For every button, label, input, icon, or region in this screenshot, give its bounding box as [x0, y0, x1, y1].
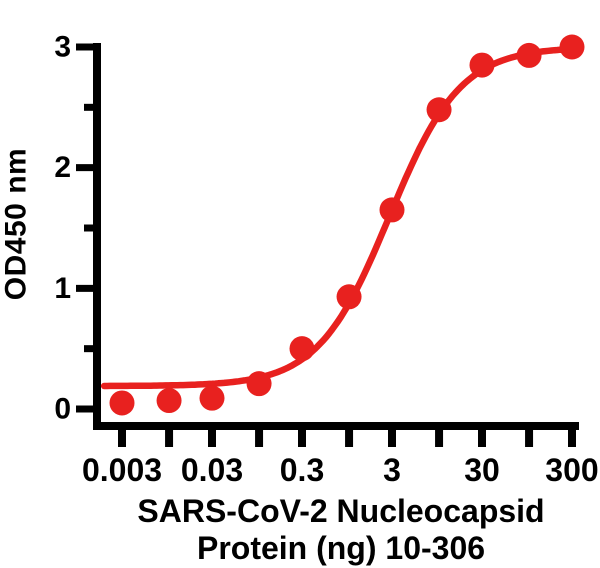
y-tick-label: 2	[54, 151, 71, 184]
x-axis-title-line2: Protein (ng) 10-306	[197, 530, 485, 566]
y-tick-label: 1	[54, 272, 71, 305]
x-tick-label: 0.03	[181, 452, 243, 488]
data-point	[336, 284, 362, 310]
x-tick-label: 300	[545, 452, 598, 488]
y-tick-label: 0	[54, 393, 71, 426]
x-axis-title-line1: SARS-CoV-2 Nucleocapsid	[137, 493, 544, 529]
tick-labels: 0 1 2 3 0.003 0.03 0.3 3 30 300	[54, 30, 598, 488]
data-points	[109, 34, 585, 416]
data-point	[379, 197, 405, 223]
y-axis-title: OD450 nm	[0, 148, 33, 300]
y-tick-label: 3	[54, 30, 71, 63]
data-point	[469, 52, 495, 78]
data-point	[199, 385, 225, 411]
x-tick-label: 30	[464, 452, 500, 488]
data-point	[109, 390, 135, 416]
x-tick-label: 0.3	[280, 452, 324, 488]
data-point	[559, 34, 585, 60]
axes	[76, 43, 579, 447]
fit-curve-line	[100, 45, 576, 390]
data-point	[289, 336, 315, 362]
data-point	[516, 42, 542, 68]
data-point	[426, 97, 452, 123]
data-point	[246, 371, 272, 397]
data-point	[156, 388, 182, 414]
x-tick-label: 0.003	[82, 452, 162, 488]
x-tick-label: 3	[383, 452, 401, 488]
